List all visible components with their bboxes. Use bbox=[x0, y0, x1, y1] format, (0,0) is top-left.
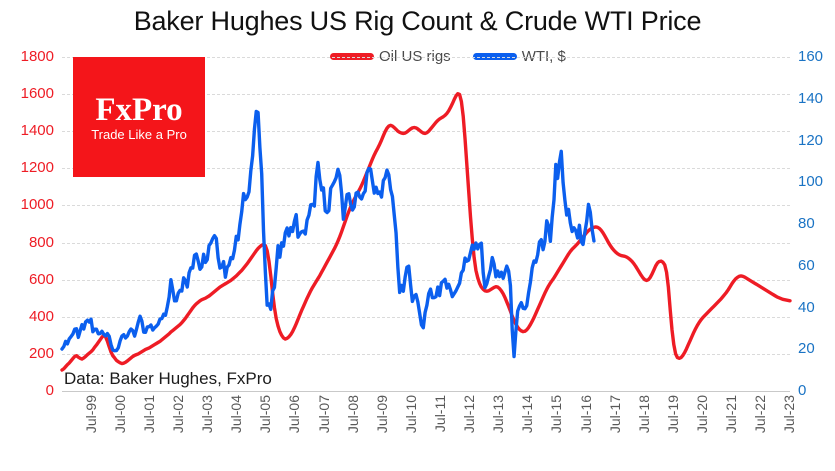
y-tick-left-200: 200 bbox=[28, 344, 54, 362]
x-tick-jul-20: Jul-20 bbox=[694, 395, 711, 434]
x-tick-jul-03: Jul-03 bbox=[199, 395, 216, 434]
x-tick-jul-12: Jul-12 bbox=[461, 395, 478, 434]
y-tick-right-60: 60 bbox=[798, 256, 815, 274]
page-title: Baker Hughes US Rig Count & Crude WTI Pr… bbox=[133, 6, 702, 36]
series-line-wti bbox=[60, 109, 596, 359]
x-tick-jul-09: Jul-09 bbox=[373, 395, 390, 434]
chart-legend: Oil US rigs WTI, $ bbox=[330, 48, 566, 65]
y-axis-right: 160 140 120 100 80 60 40 20 0 bbox=[798, 0, 835, 471]
y-tick-left-1600: 1600 bbox=[20, 85, 54, 103]
series-line-oil-us-rigs bbox=[60, 92, 792, 372]
y-tick-left-400: 400 bbox=[28, 307, 54, 325]
x-tick-jul-17: Jul-17 bbox=[606, 395, 623, 434]
x-tick-jul-23: Jul-23 bbox=[781, 395, 798, 434]
x-tick-jul-14: Jul-14 bbox=[519, 395, 536, 434]
x-tick-jul-04: Jul-04 bbox=[228, 395, 245, 434]
x-tick-jul-08: Jul-08 bbox=[344, 395, 361, 434]
series-layer bbox=[60, 92, 792, 372]
x-tick-jul-01: Jul-01 bbox=[140, 395, 157, 434]
gridline bbox=[62, 242, 790, 244]
y-tick-left-1800: 1800 bbox=[20, 48, 54, 65]
y-tick-left-1000: 1000 bbox=[20, 196, 54, 214]
x-tick-jul-05: Jul-05 bbox=[257, 395, 274, 434]
gridline bbox=[62, 94, 790, 96]
x-tick-jul-16: Jul-16 bbox=[577, 395, 594, 434]
y-tick-right-80: 80 bbox=[798, 215, 815, 232]
y-tick-right-20: 20 bbox=[798, 340, 815, 358]
x-tick-jul-06: Jul-06 bbox=[286, 395, 303, 434]
legend-swatch-icon bbox=[330, 53, 374, 60]
x-tick-jul-07: Jul-07 bbox=[315, 395, 332, 434]
gridline bbox=[62, 205, 790, 207]
legend-label: Oil US rigs bbox=[379, 48, 451, 65]
x-tick-jul-18: Jul-18 bbox=[635, 395, 652, 434]
y-tick-left-1200: 1200 bbox=[20, 159, 54, 177]
plot-area bbox=[60, 57, 792, 391]
legend-item-2[interactable]: WTI, $ bbox=[472, 48, 566, 65]
gridline bbox=[62, 57, 790, 58]
source-note: Data: Baker Hughes, FxPro bbox=[64, 369, 272, 388]
y-tick-left-1400: 1400 bbox=[20, 122, 54, 140]
gridline bbox=[62, 353, 790, 355]
y-tick-left-800: 800 bbox=[28, 233, 54, 251]
x-axis-baseline bbox=[62, 391, 790, 392]
legend-swatch-icon bbox=[472, 53, 517, 60]
x-tick-jul-22: Jul-22 bbox=[752, 395, 769, 434]
y-tick-right-40: 40 bbox=[798, 298, 815, 316]
logo-wordmark: FxPro bbox=[95, 91, 183, 128]
fxpro-logo: FxPro Trade Like a Pro bbox=[73, 57, 205, 177]
legend-label: WTI, $ bbox=[521, 48, 566, 65]
y-tick-right-140: 140 bbox=[798, 89, 824, 107]
x-tick-jul-00: Jul-00 bbox=[111, 395, 128, 434]
x-tick-jul-15: Jul-15 bbox=[548, 395, 565, 434]
y-tick-right-120: 120 bbox=[798, 131, 824, 149]
x-tick-jul-99: Jul-99 bbox=[82, 395, 99, 434]
x-tick-jul-02: Jul-02 bbox=[169, 395, 186, 434]
x-tick-jul-13: Jul-13 bbox=[490, 395, 507, 434]
x-axis: Jul-99 Jul-00 Jul-01 Jul-02 Jul-03 Jul-04 Jul-… bbox=[62, 395, 798, 471]
x-tick-jul-10: Jul-10 bbox=[402, 395, 419, 434]
y-tick-left-600: 600 bbox=[28, 270, 54, 288]
x-tick-jul-11: Jul-11 bbox=[432, 395, 448, 433]
y-axis-left: 1800 1600 1400 1200 1000 800 600 400 200 0 bbox=[0, 0, 54, 471]
gridline bbox=[62, 168, 790, 170]
gridline bbox=[62, 279, 790, 281]
y-tick-right-160: 160 bbox=[798, 48, 824, 65]
logo-tagline: Trade Like a Pro bbox=[91, 126, 187, 142]
x-tick-jul-19: Jul-19 bbox=[664, 395, 681, 434]
x-tick-jul-21: Jul-21 bbox=[723, 395, 740, 434]
legend-item-1[interactable]: Oil US rigs bbox=[330, 48, 451, 65]
y-tick-right-100: 100 bbox=[798, 173, 824, 191]
y-tick-right-0: 0 bbox=[798, 382, 807, 399]
y-tick-left-0: 0 bbox=[45, 382, 54, 399]
